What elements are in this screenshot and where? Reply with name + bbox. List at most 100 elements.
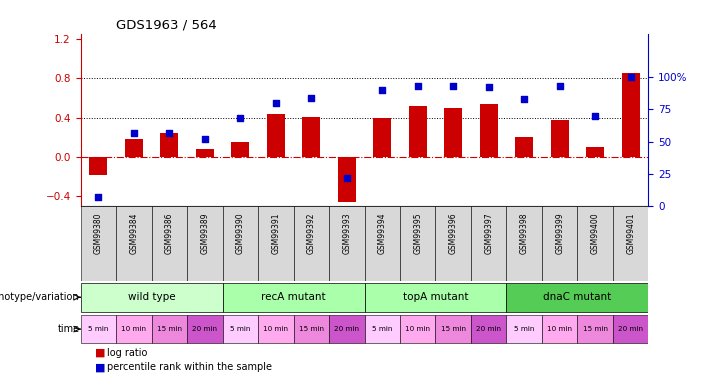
Point — [519, 96, 530, 102]
Text: 20 min: 20 min — [192, 326, 217, 332]
Text: 15 min: 15 min — [157, 326, 182, 332]
Bar — [223, 206, 258, 281]
Point — [412, 83, 423, 89]
Bar — [302, 117, 320, 157]
Bar — [471, 315, 507, 344]
Point — [164, 129, 175, 135]
Bar — [81, 283, 223, 312]
Bar — [613, 206, 648, 281]
Text: 15 min: 15 min — [583, 326, 608, 332]
Text: GSM99399: GSM99399 — [555, 212, 564, 254]
Bar — [223, 315, 258, 344]
Text: GSM99397: GSM99397 — [484, 212, 494, 254]
Bar — [294, 315, 329, 344]
Point — [199, 136, 210, 142]
Bar — [506, 315, 542, 344]
Text: time: time — [57, 324, 80, 334]
Text: dnaC mutant: dnaC mutant — [543, 292, 611, 302]
Point — [235, 115, 246, 121]
Bar — [400, 315, 435, 344]
Text: 20 min: 20 min — [476, 326, 501, 332]
Text: 5 min: 5 min — [514, 326, 534, 332]
Point — [93, 194, 104, 200]
Text: GSM99386: GSM99386 — [165, 212, 174, 254]
Bar — [374, 117, 391, 157]
Bar — [435, 315, 471, 344]
Text: GSM99384: GSM99384 — [130, 212, 138, 254]
Text: GSM99389: GSM99389 — [200, 212, 210, 254]
Text: 10 min: 10 min — [121, 326, 147, 332]
Text: GSM99392: GSM99392 — [307, 212, 315, 254]
Point — [625, 74, 637, 80]
Text: 20 min: 20 min — [618, 326, 644, 332]
Point — [483, 84, 494, 90]
Text: 15 min: 15 min — [441, 326, 465, 332]
Text: log ratio: log ratio — [107, 348, 148, 358]
Bar — [81, 315, 116, 344]
Bar — [161, 133, 178, 157]
Bar — [542, 315, 578, 344]
Bar — [365, 315, 400, 344]
Point — [590, 112, 601, 118]
Bar — [151, 315, 187, 344]
Bar — [409, 106, 427, 157]
Text: GSM99393: GSM99393 — [342, 212, 351, 254]
Bar — [116, 206, 151, 281]
Bar — [506, 283, 648, 312]
Bar — [258, 315, 294, 344]
Bar — [471, 206, 507, 281]
Text: topA mutant: topA mutant — [403, 292, 468, 302]
Bar — [578, 315, 613, 344]
Text: 10 min: 10 min — [547, 326, 572, 332]
Bar — [622, 73, 639, 157]
Bar — [444, 108, 462, 157]
Bar — [542, 206, 578, 281]
Bar — [116, 315, 151, 344]
Text: ■: ■ — [95, 348, 105, 358]
Text: GSM99401: GSM99401 — [626, 212, 635, 254]
Text: GSM99395: GSM99395 — [414, 212, 422, 254]
Point — [306, 94, 317, 100]
Bar — [480, 104, 498, 157]
Text: 20 min: 20 min — [334, 326, 360, 332]
Bar — [613, 315, 648, 344]
Point — [376, 87, 388, 93]
Bar — [196, 149, 214, 157]
Bar — [125, 139, 143, 157]
Bar — [338, 157, 355, 202]
Text: wild type: wild type — [128, 292, 175, 302]
Text: GSM99396: GSM99396 — [449, 212, 458, 254]
Bar — [578, 206, 613, 281]
Text: GSM99391: GSM99391 — [271, 212, 280, 254]
Bar — [365, 206, 400, 281]
Text: ■: ■ — [95, 362, 105, 372]
Bar — [223, 283, 365, 312]
Text: GSM99400: GSM99400 — [591, 212, 599, 254]
Bar — [187, 206, 223, 281]
Bar — [267, 114, 285, 157]
Bar — [515, 137, 533, 157]
Text: recA mutant: recA mutant — [261, 292, 326, 302]
Bar — [400, 206, 435, 281]
Point — [554, 83, 565, 89]
Bar — [329, 206, 365, 281]
Point — [341, 175, 353, 181]
Text: 15 min: 15 min — [299, 326, 324, 332]
Point — [128, 129, 139, 135]
Bar — [365, 283, 507, 312]
Bar — [231, 142, 249, 157]
Text: 5 min: 5 min — [88, 326, 109, 332]
Bar — [187, 315, 223, 344]
Text: GSM99380: GSM99380 — [94, 212, 103, 254]
Point — [448, 83, 459, 89]
Text: 5 min: 5 min — [230, 326, 250, 332]
Bar — [586, 147, 604, 157]
Text: percentile rank within the sample: percentile rank within the sample — [107, 362, 272, 372]
Text: GSM99394: GSM99394 — [378, 212, 387, 254]
Text: genotype/variation: genotype/variation — [0, 292, 79, 302]
Text: GSM99398: GSM99398 — [519, 212, 529, 254]
Text: 10 min: 10 min — [405, 326, 430, 332]
Bar — [551, 120, 569, 157]
Text: 5 min: 5 min — [372, 326, 393, 332]
Bar — [258, 206, 294, 281]
